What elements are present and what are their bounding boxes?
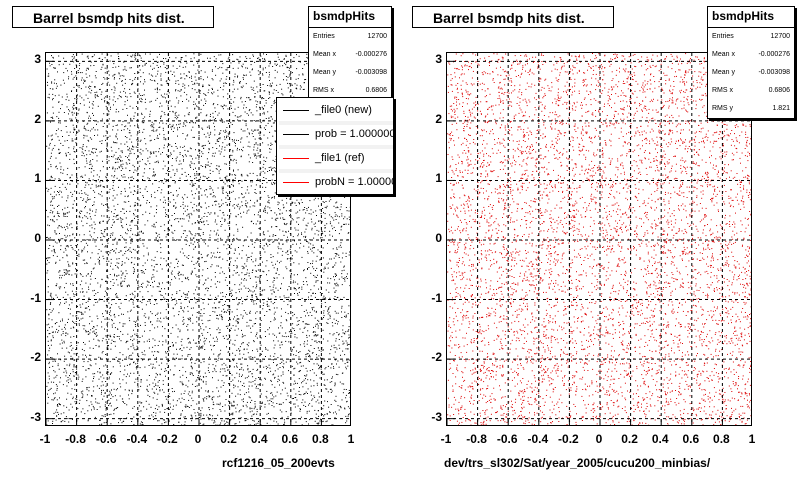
left-y-tick-label-6: -3 xyxy=(30,409,41,424)
left-stats-box: bsmdpHits Entries 12700 Mean x -0.000276 M… xyxy=(308,6,392,101)
legend-label-file1: _file1 (ref) xyxy=(315,152,365,164)
right-stats-box: bsmdpHits Entries 12700 Mean x -0.000276 M… xyxy=(707,6,795,119)
left-scatter-svg xyxy=(46,53,350,425)
left-x-tick-label-2: -0.6 xyxy=(95,432,117,446)
right-x-tick-label-3: -0.4 xyxy=(527,432,549,446)
left-y-tick-label-5: -2 xyxy=(30,350,41,365)
left-y-tick-label-0: 3 xyxy=(34,52,41,67)
left-stats-meany: -0.003098 xyxy=(355,69,387,76)
left-x-tick-label-5: 0 xyxy=(194,432,202,446)
left-x-tick-label-0: -1 xyxy=(39,432,51,446)
right-y-tick-label-1: 2 xyxy=(435,111,442,126)
right-x-tick-label-4: -0.2 xyxy=(558,432,579,446)
right-x-tick-label-6: 0.2 xyxy=(621,432,638,446)
right-stats-meany-label: Mean y xyxy=(712,69,735,76)
right-y-tick-label-2: 1 xyxy=(435,171,442,186)
right-x-tick-label-0: -1 xyxy=(440,432,452,446)
left-stats-entries-label: Entries xyxy=(313,33,335,40)
right-x-tick-label-2: -0.6 xyxy=(496,432,518,446)
right-x-tick-label-8: 0.6 xyxy=(682,432,700,446)
right-chart-title: Barrel bsmdp hits dist. xyxy=(412,6,614,28)
right-x-tick-label-9: 0.8 xyxy=(713,432,730,446)
left-y-tick-label-4: -1 xyxy=(30,290,41,305)
right-x-tick-label-10: 1 xyxy=(748,432,756,446)
legend-separator xyxy=(279,145,393,149)
right-stats-meanx: -0.000276 xyxy=(758,51,790,58)
right-y-tick-label-4: -1 xyxy=(431,290,442,305)
left-x-axis-label: rcf1216_05_200evts xyxy=(222,456,335,470)
left-y-tick-label-3: 0 xyxy=(34,231,41,245)
left-stats-meany-label: Mean y xyxy=(313,69,336,76)
left-y-tick-label-1: 2 xyxy=(34,111,41,126)
right-x-tick-label-5: 0 xyxy=(595,432,603,446)
right-y-tick-label-5: -2 xyxy=(431,350,442,365)
legend-box: _file0 (new) prob = 1.000000 _file1 (ref… xyxy=(276,97,394,195)
right-stats-meany: -0.003098 xyxy=(758,69,790,76)
right-stats-rmsy-label: RMS y xyxy=(712,105,733,112)
legend-label-file0: _file0 (new) xyxy=(315,104,372,116)
legend-entry-file0: _file0 (new) xyxy=(277,100,393,120)
left-x-tick-label-1: -0.8 xyxy=(65,432,86,446)
legend-entry-probn: probN = 1.000000 xyxy=(277,172,393,192)
left-x-tick-label-8: 0.6 xyxy=(281,432,299,446)
left-stats-meanx-label: Mean x xyxy=(313,51,336,58)
legend-swatch-file1 xyxy=(283,158,309,159)
left-x-tick-label-3: -0.4 xyxy=(126,432,148,446)
right-stats-rmsx: 0.6806 xyxy=(768,87,790,94)
left-x-tick-label-9: 0.8 xyxy=(312,432,329,446)
left-x-tick-label-4: -0.2 xyxy=(157,432,178,446)
legend-swatch-file0 xyxy=(283,110,309,111)
right-stats-meanx-label: Mean x xyxy=(712,51,735,58)
left-stats-rmsx: 0.6806 xyxy=(365,87,387,94)
left-stats-entries: 12700 xyxy=(367,33,387,40)
legend-swatch-probn xyxy=(283,182,309,183)
legend-entry-file1: _file1 (ref) xyxy=(277,148,393,168)
right-y-tick-label-3: 0 xyxy=(435,231,442,245)
legend-label-probn: probN = 1.000000 xyxy=(315,176,393,188)
legend-separator xyxy=(279,169,393,173)
right-x-tick-label-7: 0.4 xyxy=(651,432,669,446)
right-y-tick-label-6: -3 xyxy=(431,409,442,424)
left-stats-meanx: -0.000276 xyxy=(355,51,387,58)
legend-label-prob: prob = 1.000000 xyxy=(315,128,394,140)
left-scatter-points xyxy=(46,53,350,425)
right-y-tick-label-0: 3 xyxy=(435,52,442,67)
legend-entry-prob: prob = 1.000000 xyxy=(277,124,394,144)
legend-swatch-prob xyxy=(283,134,309,135)
right-stats-rmsy: 1.821 xyxy=(772,105,790,112)
left-x-tick-label-6: 0.2 xyxy=(220,432,237,446)
left-y-tick-label-2: 1 xyxy=(34,171,41,186)
right-stats-rmsx-label: RMS x xyxy=(712,87,733,94)
left-stats-name: bsmdpHits xyxy=(309,7,391,28)
left-chart-title: Barrel bsmdp hits dist. xyxy=(12,6,214,28)
left-x-tick-label-10: 1 xyxy=(347,432,355,446)
right-stats-name: bsmdpHits xyxy=(708,7,794,28)
right-stats-entries: 12700 xyxy=(770,33,790,40)
legend-separator xyxy=(279,121,393,125)
right-x-axis-label: dev/trs_sl302/Sat/year_2005/cucu200_minb… xyxy=(444,456,711,470)
right-x-tick-label-1: -0.8 xyxy=(466,432,487,446)
left-stats-rmsx-label: RMS x xyxy=(313,87,334,94)
right-stats-entries-label: Entries xyxy=(712,33,734,40)
left-x-tick-label-7: 0.4 xyxy=(250,432,268,446)
